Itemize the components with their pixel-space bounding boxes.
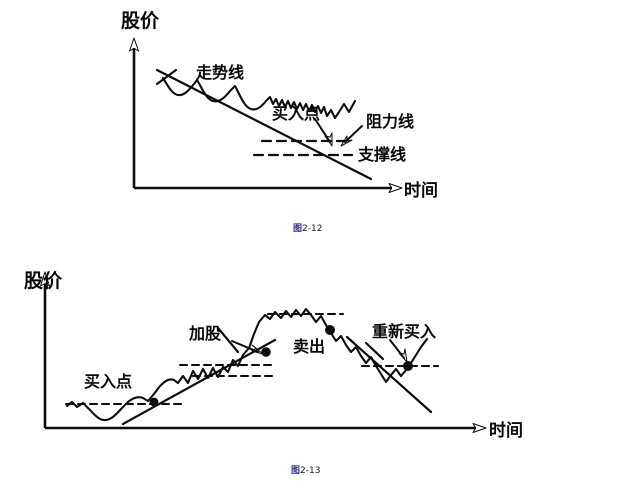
add-position-dot bbox=[261, 347, 271, 357]
figure1-price-series bbox=[161, 76, 357, 120]
add-position-arrowhead bbox=[251, 344, 264, 355]
figure1-downtrend-line bbox=[155, 68, 373, 181]
figure2-downtrend-tick bbox=[364, 341, 385, 361]
rebuy-arrow bbox=[389, 339, 405, 359]
figure2-annotation-add-position: 加股 bbox=[189, 324, 222, 343]
figure1-caption-prefix: 图 bbox=[293, 224, 303, 234]
figure1-axes bbox=[129, 37, 403, 193]
figure1-overlays bbox=[155, 68, 373, 181]
figure1-annotation-buy-point: 买入点 bbox=[272, 104, 321, 123]
figure1-annotation-trend-line: 走势线 bbox=[196, 63, 245, 82]
buy-point-arrow bbox=[314, 118, 331, 143]
figure2-x-axis-label: 时间 bbox=[489, 421, 523, 441]
figure1-x-axis-label: 时间 bbox=[404, 181, 438, 201]
figure2-uptrend-tick bbox=[216, 326, 240, 354]
figure1-caption-number: 2-12 bbox=[302, 224, 323, 234]
figure2-price-series bbox=[65, 307, 429, 422]
resistance-arrow bbox=[344, 125, 363, 143]
figure2-x-axis-arrowhead bbox=[472, 423, 487, 433]
figure2-y-axis-arrowhead bbox=[40, 271, 50, 287]
rebuy-arrowhead bbox=[398, 348, 408, 363]
figure1-annotation-arrows bbox=[314, 118, 363, 147]
figure2-markers bbox=[149, 325, 413, 407]
figure2-annotation-sell: 卖出 bbox=[293, 337, 326, 356]
figure2-axes bbox=[40, 271, 487, 433]
figure2-uptrend-line bbox=[121, 338, 277, 426]
figure1-x-axis-arrowhead bbox=[388, 183, 403, 193]
resistance-arrowhead bbox=[340, 135, 353, 147]
figure1-annotation-resistance-line: 阻力线 bbox=[366, 112, 415, 131]
figure1-y-axis-arrowhead bbox=[129, 37, 139, 52]
figure2-y-axis-label: 股价 bbox=[24, 270, 63, 292]
figure2-overlays bbox=[64, 312, 440, 426]
figure1-y-axis-label: 股价 bbox=[121, 10, 160, 32]
figure1-downtrend-tick bbox=[155, 68, 178, 86]
figure2-caption: 图2-13 bbox=[291, 463, 320, 476]
rebuy-dot bbox=[403, 361, 413, 371]
buy-point-dot bbox=[149, 397, 159, 407]
figure2-annotation-arrows bbox=[231, 339, 408, 363]
figure2-caption-number: 2-13 bbox=[300, 466, 321, 476]
figure2-annotation-buy-point: 买入点 bbox=[84, 372, 133, 391]
figure1-caption: 图2-12 bbox=[293, 221, 322, 234]
figure2-annotation-rebuy: 重新买入 bbox=[372, 322, 437, 341]
figure1-annotation-support-line: 支撑线 bbox=[358, 145, 407, 164]
sell-dot bbox=[325, 325, 335, 335]
buy-point-arrowhead bbox=[324, 132, 333, 147]
figure2-caption-prefix: 图 bbox=[291, 466, 301, 476]
figure2-downtrend-line bbox=[345, 335, 433, 414]
